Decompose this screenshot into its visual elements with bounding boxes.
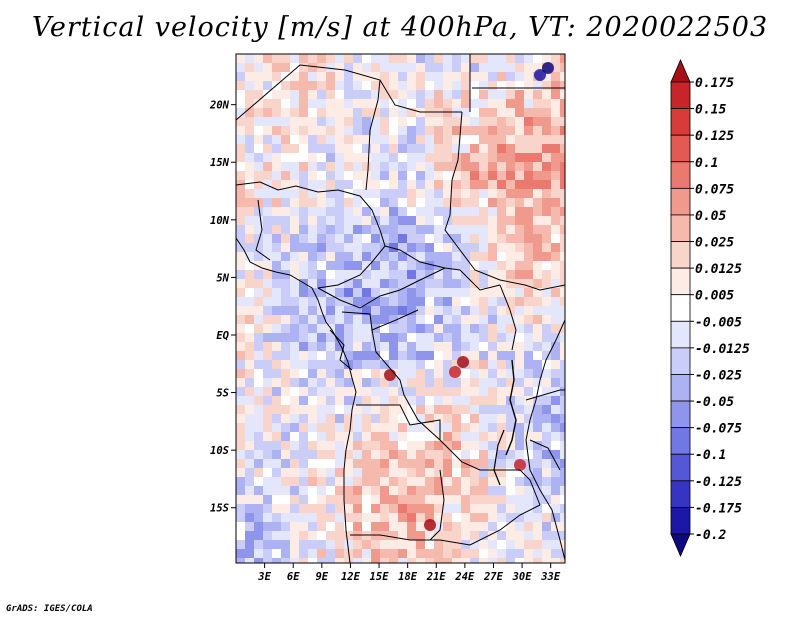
colorbar-label: 0.05 [695, 209, 726, 224]
colorbar-label: -0.05 [695, 395, 734, 410]
colorbar: 0.175 0.15 0.125 0.1 0.075 0.05 0.025 0.0125 0.0… [670, 58, 750, 558]
colorbar-cell [670, 214, 691, 242]
lon-label: 12E [341, 571, 361, 583]
colorbar-label: -0.2 [695, 528, 726, 543]
lat-label: 15N [210, 157, 230, 169]
colorbar-label: -0.005 [695, 315, 742, 330]
lat-label: 5N [216, 272, 229, 284]
map-frame [235, 53, 566, 564]
country-borders [236, 54, 565, 563]
lon-label: 6E [287, 571, 300, 583]
colorbar-label: 0.005 [695, 289, 734, 304]
lon-label: 3E [257, 571, 271, 583]
colorbar-cell [670, 320, 691, 349]
colorbar-cell [670, 427, 691, 455]
longitude-axis: 3E 6E 9E 12E 15E 18E 21E 24E 27E 30E 33E [257, 563, 561, 583]
colorbar-cell [670, 533, 691, 558]
lat-label: 10S [210, 445, 229, 457]
chart-title: Vertical velocity [m/s] at 400hPa, VT: 2… [31, 12, 769, 43]
colorbar-label: 0.0125 [695, 262, 742, 277]
colorbar-cell [670, 58, 691, 83]
colorbar-cell [670, 81, 691, 109]
colorbar-cell [670, 187, 691, 216]
colorbar-label: -0.125 [695, 475, 742, 490]
colorbar-label: -0.025 [695, 368, 742, 383]
colorbar-cell [670, 241, 691, 269]
lon-label: 21E [426, 571, 447, 583]
colorbar-label: 0.075 [695, 182, 734, 197]
colorbar-cell [670, 480, 691, 508]
colorbar-label: 0.1 [695, 156, 718, 171]
colorbar-cell [670, 134, 691, 163]
lon-label: 18E [398, 571, 418, 583]
colorbar-label: 0.175 [695, 76, 734, 91]
colorbar-cell [670, 161, 691, 189]
colorbar-label: 0.025 [695, 236, 734, 251]
latitude-axis: 20N 15N 10N 5N EQ 5S 10S 15S [209, 100, 236, 515]
lat-label: 5S [216, 388, 229, 400]
lat-label: EQ [216, 330, 229, 342]
lon-label: 15E [370, 571, 390, 583]
colorbar-cell [670, 374, 691, 402]
lon-label: 33E [540, 571, 561, 583]
lon-label: 30E [512, 571, 533, 583]
colorbar-label: 0.125 [695, 129, 734, 144]
colorbar-cell [670, 507, 691, 535]
colorbar-label: -0.0125 [695, 342, 750, 357]
colorbar-label: -0.175 [695, 501, 742, 516]
colorbar-cell [670, 108, 691, 136]
colorbar-cell [670, 400, 691, 429]
colorbar-label: -0.1 [695, 448, 726, 463]
lon-label: 27E [483, 571, 504, 583]
colorbar-label: 0.15 [695, 103, 726, 118]
colorbar-cell [670, 267, 691, 296]
colorbar-cell [670, 347, 691, 375]
lat-label: 20N [209, 100, 230, 112]
colorbar-label: -0.075 [695, 422, 742, 437]
lat-label: 15S [210, 503, 229, 515]
lat-label: 10N [210, 215, 230, 227]
colorbar-cell [670, 294, 691, 322]
credit-label: GrADS: IGES/COLA [6, 604, 93, 614]
lon-label: 9E [315, 571, 328, 583]
velocity-field [236, 54, 565, 563]
lon-label: 24E [454, 571, 475, 583]
colorbar-cell [670, 453, 691, 482]
